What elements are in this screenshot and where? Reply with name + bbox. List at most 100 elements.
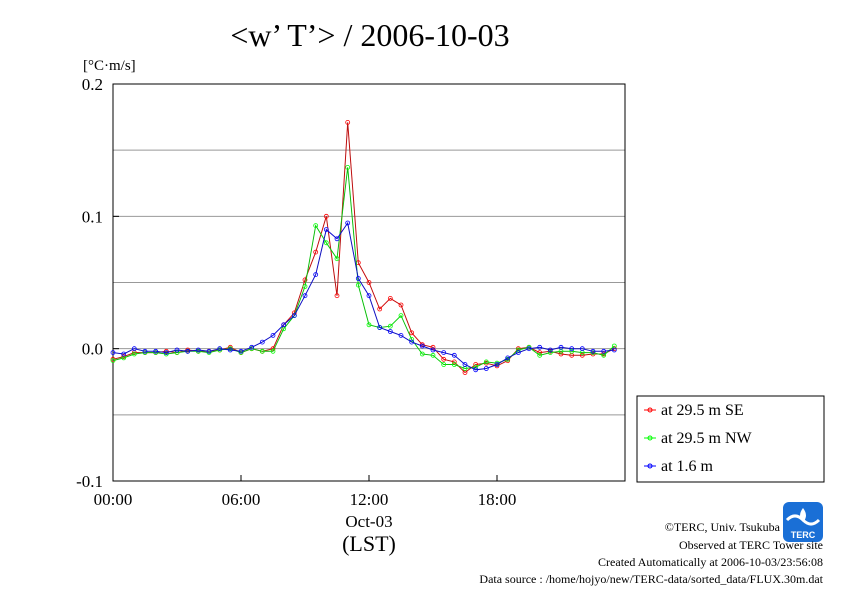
series-lines	[110, 120, 617, 375]
data-point	[569, 348, 575, 354]
data-point	[377, 325, 383, 330]
data-point	[483, 366, 489, 371]
credit-created: Created Automatically at 2006-10-03/23:5…	[598, 555, 823, 569]
y-tick-labels: -0.1 0.0 0.1 0.2	[76, 75, 119, 491]
data-point	[515, 347, 521, 353]
data-point	[547, 347, 553, 353]
data-point	[377, 306, 383, 312]
data-point	[579, 346, 585, 352]
chart-title: <w’ T’> / 2006-10-03	[230, 17, 509, 53]
data-point	[355, 282, 361, 288]
series-2	[110, 164, 617, 371]
data-point	[302, 277, 308, 283]
data-point	[185, 348, 191, 354]
data-point	[345, 120, 351, 125]
data-point	[302, 293, 308, 299]
series-3	[110, 220, 617, 373]
data-point	[345, 164, 351, 170]
series-line	[112, 167, 615, 370]
x-axis-label: (LST)	[342, 531, 396, 556]
data-point	[302, 284, 308, 289]
data-point	[195, 347, 201, 353]
legend-marker	[647, 435, 653, 441]
data-point	[163, 351, 169, 357]
data-point	[526, 346, 532, 352]
legend-label: at 29.5 m NW	[661, 430, 753, 447]
data-point	[451, 352, 457, 358]
y-tick-label: -0.1	[76, 472, 103, 491]
data-point	[601, 348, 607, 354]
x-tick-label: 18:00	[478, 490, 517, 509]
data-point	[419, 351, 425, 357]
data-point	[451, 362, 457, 367]
y-tick-label: 0.1	[82, 207, 103, 226]
data-point	[409, 330, 415, 336]
data-point	[131, 351, 137, 357]
data-point	[323, 213, 329, 219]
x-date-label: Oct-03	[345, 512, 392, 531]
data-point	[419, 343, 425, 349]
x-tick-label: 00:00	[94, 490, 133, 509]
data-point	[611, 347, 617, 353]
data-point	[227, 344, 233, 350]
data-point	[355, 276, 361, 281]
data-point	[110, 350, 116, 356]
data-point	[473, 364, 479, 370]
data-point	[569, 346, 575, 352]
data-point	[409, 339, 415, 345]
series-line-shadow	[112, 167, 615, 369]
legend-label: at 29.5 m SE	[661, 402, 744, 419]
data-point	[558, 351, 564, 357]
data-point	[430, 344, 436, 350]
data-point	[483, 359, 489, 365]
data-point	[526, 344, 532, 350]
data-point	[206, 348, 212, 354]
legend-marker	[647, 463, 653, 469]
data-point	[579, 352, 585, 358]
data-point	[323, 240, 329, 246]
x-tick-labels: 00:00 06:00 12:00 18:00	[94, 475, 517, 509]
data-point	[227, 347, 233, 353]
legend-item: at 29.5 m NW	[644, 430, 753, 447]
data-point	[430, 352, 436, 358]
data-point	[249, 346, 255, 352]
data-point	[259, 348, 265, 354]
data-point	[409, 336, 415, 342]
data-point	[387, 323, 393, 329]
credit-copyright: ©TERC, Univ. Tsukuba	[665, 520, 781, 534]
data-point	[451, 359, 457, 365]
data-point	[462, 362, 468, 367]
data-point	[398, 332, 404, 338]
logo-drop-icon	[800, 508, 806, 522]
data-point	[547, 350, 553, 356]
data-point	[366, 280, 372, 285]
data-point	[366, 322, 372, 328]
data-point	[505, 355, 511, 361]
data-point	[259, 339, 265, 345]
legend-label: at 1.6 m	[661, 458, 714, 475]
data-point	[590, 351, 596, 357]
data-point	[238, 348, 244, 354]
data-point	[441, 362, 447, 367]
data-point	[313, 223, 319, 229]
data-point	[398, 302, 404, 308]
data-point	[281, 322, 287, 328]
data-point	[313, 272, 319, 278]
data-point	[121, 351, 127, 357]
legend-item: at 29.5 m SE	[644, 402, 744, 419]
data-point	[430, 347, 436, 353]
data-point	[334, 293, 340, 299]
x-tick-label: 06:00	[222, 490, 261, 509]
data-point	[217, 346, 223, 352]
y-tick-label: 0.0	[82, 340, 103, 359]
data-point	[345, 220, 351, 226]
credit-observed: Observed at TERC Tower site	[679, 538, 823, 552]
data-point	[537, 352, 543, 358]
y-axis-unit: [°C·m/s]	[83, 58, 136, 74]
credit-source: Data source : /home/hojyo/new/TERC-data/…	[479, 572, 823, 586]
data-point	[291, 313, 297, 319]
legend-item: at 1.6 m	[644, 458, 714, 475]
y-tick-label: 0.2	[82, 75, 103, 94]
terc-logo: TERC	[783, 502, 823, 542]
